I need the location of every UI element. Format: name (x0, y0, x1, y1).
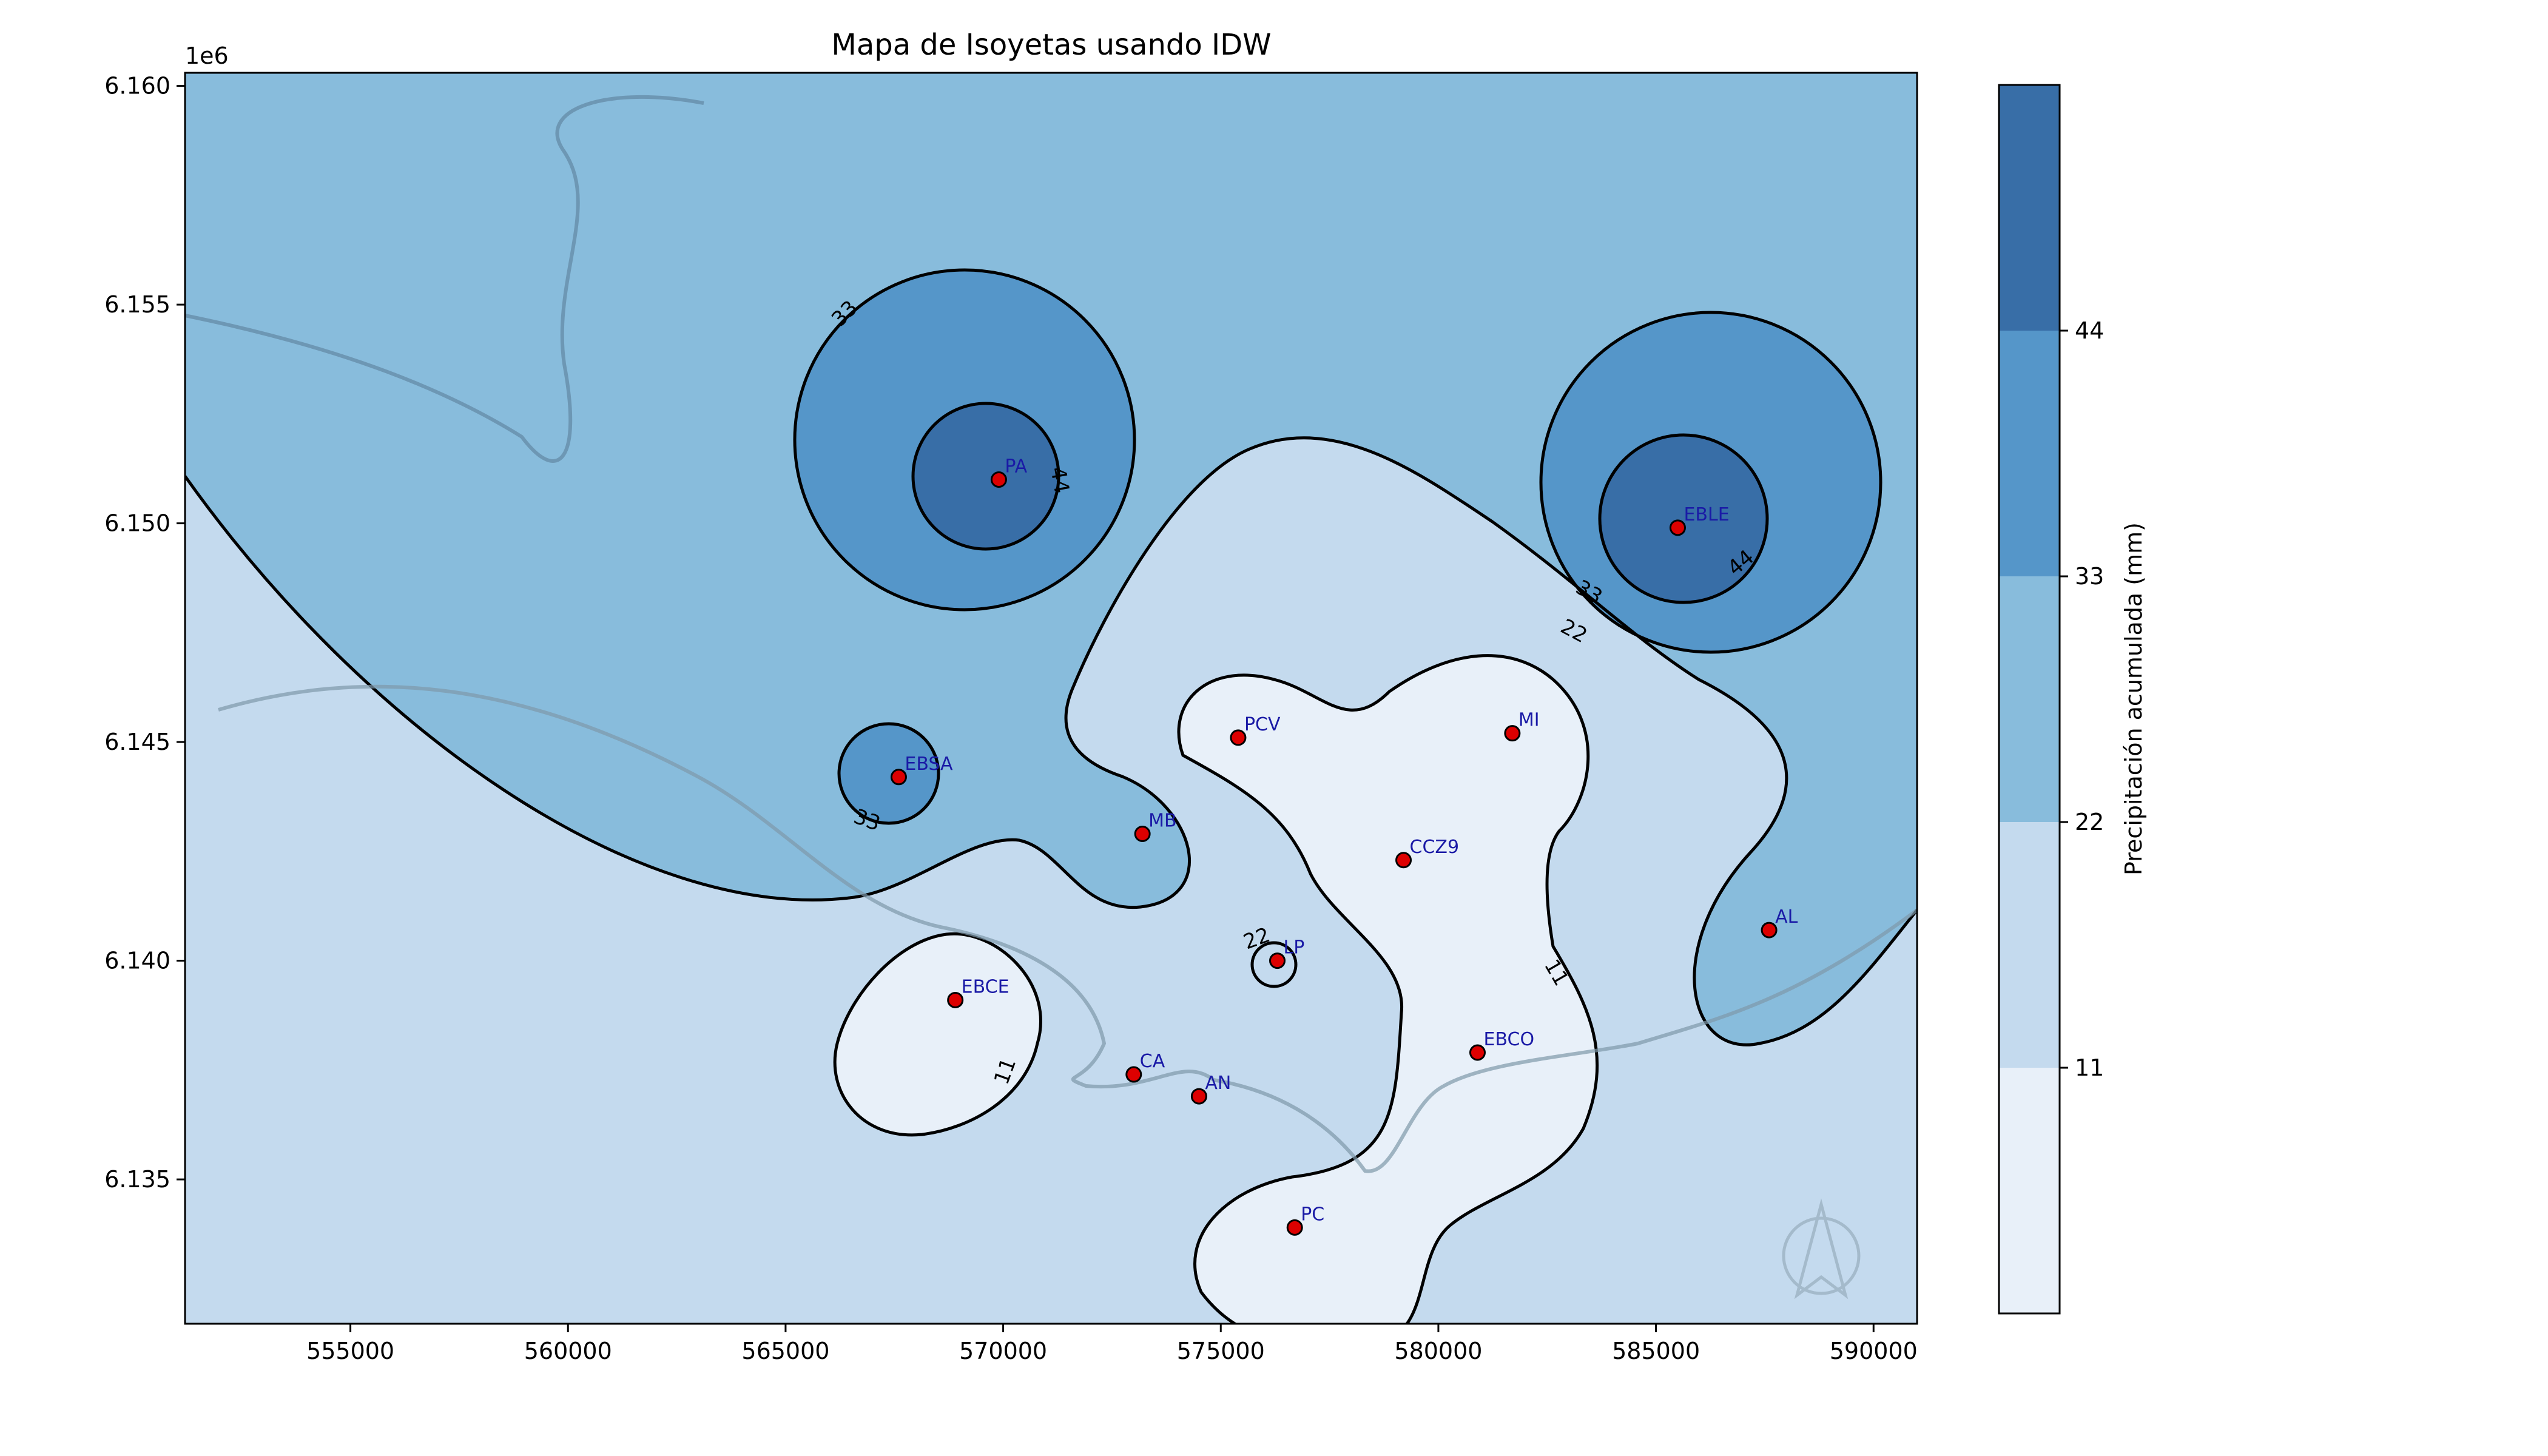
x-tick-label: 570000 (959, 1338, 1047, 1364)
river (185, 95, 704, 463)
station-label: PA (1005, 456, 1027, 477)
colorbar-tick-label: 33 (2075, 563, 2104, 590)
plot-frame (184, 72, 1918, 1325)
colorbar: 11 22 33 44 Precipitación acumulada (mm) (1998, 84, 2147, 1315)
colorbar-tick-label: 22 (2075, 809, 2104, 835)
contour-22-line (185, 436, 1917, 1046)
station-label: CA (1140, 1051, 1165, 1072)
station-marker (1669, 519, 1686, 536)
y-tick-label: 6.135 (104, 1166, 170, 1193)
y-axis: 6.135 6.140 6.145 6.150 6.155 6.160 (104, 73, 185, 1193)
y-tick-label: 6.145 (104, 729, 170, 755)
station-marker (1395, 852, 1412, 869)
colorbar-band (1999, 331, 2060, 576)
north-arrow-icon (1782, 1198, 1861, 1299)
x-tick-label: 590000 (1830, 1338, 1918, 1364)
map-title: Mapa de Isoyetas usando IDW (831, 28, 1271, 62)
station-label: AN (1205, 1073, 1231, 1094)
x-tick-label: 555000 (306, 1338, 394, 1364)
stations-layer: PA EBLE EBSA PCV MI MB CCZ9 AL LP EBCE EBCO CA AN PC (890, 456, 1798, 1236)
station-label: LP (1284, 937, 1305, 959)
station-label: EBCO (1483, 1029, 1534, 1050)
station-marker (1190, 1088, 1207, 1105)
station-marker (1504, 725, 1521, 742)
station-marker (890, 769, 907, 786)
station-marker (1269, 952, 1286, 969)
band-0-11-west (833, 932, 1042, 1137)
contour-eble-44 (1598, 433, 1769, 604)
coastline (218, 684, 1917, 1173)
station-marker (1125, 1066, 1142, 1083)
station-marker (1230, 729, 1247, 746)
station-label: EBSA (905, 753, 953, 775)
x-axis: 555000 560000 565000 570000 575000 580000 5850… (306, 1324, 1918, 1364)
station-label: PCV (1244, 714, 1281, 735)
x-tick-label: 565000 (741, 1338, 829, 1364)
colorbar-tick-label: 44 (2075, 317, 2104, 344)
contour-ebsa-33 (837, 722, 940, 825)
colorbar-frame (1998, 84, 2061, 1315)
station-label: MB (1148, 811, 1176, 832)
x-tick-label: 560000 (524, 1338, 612, 1364)
colorbar-band (1999, 822, 2060, 1068)
station-marker (1761, 922, 1778, 939)
y-tick-label: 6.150 (104, 510, 170, 537)
station-marker (1286, 1219, 1303, 1236)
contour-label: 44 (1045, 465, 1074, 496)
colorbar-tick-label: 11 (2075, 1054, 2104, 1081)
colorbar-band (1999, 1068, 2060, 1313)
x-tick-label: 580000 (1394, 1338, 1482, 1364)
station-label: PC (1301, 1204, 1324, 1225)
station-marker (1134, 826, 1151, 843)
contour-pa-44 (911, 402, 1060, 551)
y-offset-label: 1e6 (185, 42, 229, 69)
band-0-11-east (1177, 654, 1599, 1324)
y-tick-label: 6.140 (104, 948, 170, 974)
station-label: MI (1518, 710, 1540, 731)
station-label: EBLE (1684, 504, 1729, 525)
station-label: CCZ9 (1410, 837, 1460, 858)
colorbar-label: Precipitación acumulada (mm) (2120, 522, 2147, 875)
x-tick-label: 575000 (1177, 1338, 1265, 1364)
colorbar-band (1999, 576, 2060, 822)
station-label: AL (1775, 906, 1798, 928)
station-marker (1469, 1044, 1486, 1061)
station-marker (947, 991, 964, 1008)
x-tick-label: 585000 (1612, 1338, 1700, 1364)
station-label: EBCE (962, 976, 1009, 997)
station-marker (990, 471, 1007, 488)
y-tick-label: 6.160 (104, 73, 170, 99)
plot-area (185, 73, 1917, 1324)
y-tick-label: 6.155 (104, 291, 170, 318)
colorbar-band (1999, 85, 2060, 331)
